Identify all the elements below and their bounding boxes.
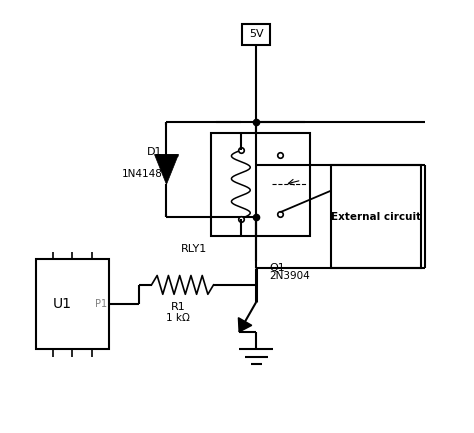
- Text: D1: D1: [146, 147, 162, 157]
- Text: External circuit: External circuit: [331, 211, 421, 222]
- Text: Q1: Q1: [269, 263, 285, 273]
- Text: RLY1: RLY1: [181, 244, 207, 254]
- Text: 1 kΩ: 1 kΩ: [166, 313, 190, 323]
- Polygon shape: [238, 318, 252, 332]
- Bar: [211, 133, 310, 236]
- Text: 2N3904: 2N3904: [269, 271, 310, 281]
- Text: U1: U1: [53, 297, 72, 311]
- Bar: [242, 24, 270, 45]
- Text: P1: P1: [94, 299, 107, 309]
- Text: 1N4148: 1N4148: [121, 169, 162, 179]
- Text: 5V: 5V: [249, 29, 264, 39]
- Bar: [331, 165, 421, 268]
- Text: R1: R1: [171, 302, 186, 312]
- Bar: [36, 259, 109, 349]
- Polygon shape: [155, 155, 178, 184]
